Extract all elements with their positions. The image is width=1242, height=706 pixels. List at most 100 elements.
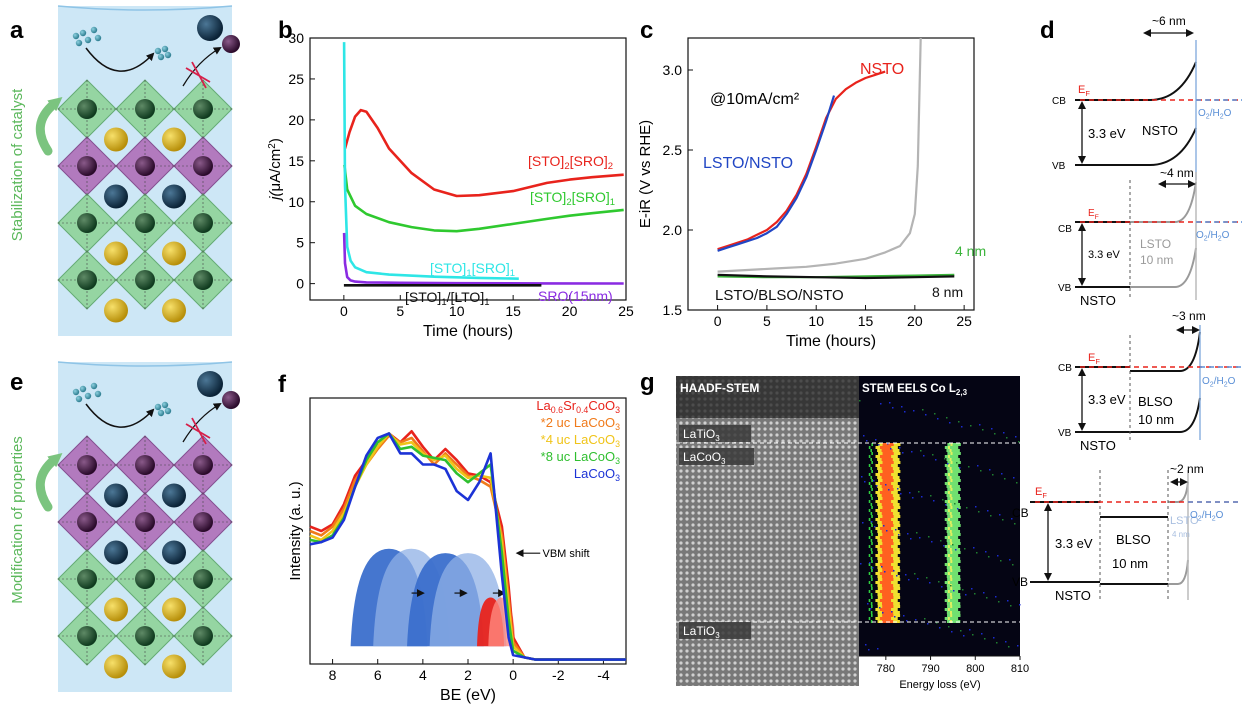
eels-band-l3-edge — [871, 443, 873, 446]
eels-noise — [953, 590, 955, 592]
eels-band-l3-core — [879, 554, 892, 557]
eels-band-l2 — [947, 533, 961, 536]
eels-band-l3-edge — [871, 569, 873, 572]
eels-noise — [986, 597, 988, 599]
eels-band-l2-core — [949, 521, 952, 524]
redox-label: O2/H2O — [1198, 108, 1232, 121]
eels-band-l2-core — [947, 446, 950, 449]
eels-band-l2 — [944, 545, 959, 548]
depletion-width: ~4 nm — [1160, 166, 1194, 180]
eels-noise — [877, 648, 879, 650]
chart-c: 0 5 10 15 20 25 1.5 2.0 2.5 3.0 c Time (hours) E-iR … — [637, 17, 986, 350]
eels-band-l3-core — [881, 458, 893, 461]
eels-noise — [976, 552, 978, 554]
eels-band-l2-core — [947, 563, 950, 566]
eels-band-l3-edge — [870, 557, 873, 560]
eels-noise — [960, 630, 962, 632]
eels-band-l3-edge — [868, 536, 871, 539]
eels-noise — [899, 447, 901, 449]
blocked-mark — [191, 417, 207, 445]
eels-band-l2-core — [949, 593, 952, 596]
eels-noise — [956, 462, 958, 464]
fermi-label: EF — [1035, 486, 1047, 500]
eels-band-l2-core — [950, 443, 953, 446]
eels-noise — [1016, 482, 1018, 484]
molecule-product — [157, 409, 165, 417]
redox-label: O2/H2O — [1202, 376, 1236, 389]
series-line — [342, 232, 624, 285]
eels-band-l3-edge — [868, 482, 871, 485]
eels-band-l2-core — [949, 485, 952, 488]
x-tick-label: -4 — [597, 667, 610, 683]
eels-noise — [968, 466, 970, 468]
eels-band-l2-core — [950, 461, 953, 464]
eels-band-l3-edge — [871, 479, 873, 482]
eels-noise — [873, 480, 875, 482]
y-axis-label: j(μA/cm2) — [267, 138, 284, 202]
molecule-reactant — [84, 36, 92, 44]
cb-label: CB — [1012, 506, 1029, 520]
x-tick-label: 10 — [808, 313, 824, 329]
legend-entry: LaCoO3 — [574, 466, 620, 483]
eels-band-l2-core — [947, 482, 950, 485]
series-line — [309, 432, 626, 661]
a-site-atom-yellow — [104, 597, 128, 622]
eels-band-l3-edge — [870, 539, 873, 542]
a-site-atom-yellow — [162, 241, 186, 266]
b-site-atom-green — [193, 626, 213, 646]
eels-band-l3-core — [881, 593, 894, 596]
eels-band-l2-core — [950, 596, 953, 599]
x-tick-label: 6 — [374, 667, 382, 683]
eels-band-l3-core — [879, 491, 892, 494]
eels-tick-label: 780 — [877, 663, 895, 675]
layer-lsto: LSTO — [1170, 515, 1199, 527]
eels-band-l3-core — [879, 563, 892, 566]
eels-noise — [958, 421, 960, 423]
y-tick-label: 0 — [296, 276, 304, 292]
eels-noise — [1018, 441, 1020, 443]
panel-c-letter: c — [640, 17, 653, 44]
eels-band-l2-core — [947, 572, 950, 575]
eels-noise — [920, 450, 922, 452]
eels-band-l2-core — [947, 473, 950, 476]
panel-b-letter: b — [278, 17, 293, 44]
layer-blso: BLSO — [1138, 394, 1173, 409]
x-tick-label: 8 — [329, 667, 337, 683]
molecule-reactant — [75, 395, 83, 403]
panel-e — [35, 361, 240, 692]
leaching-arrow — [182, 46, 222, 87]
a-site-atom-yellow — [162, 298, 186, 323]
eels-band-l3-core — [882, 461, 894, 464]
eels-noise — [922, 409, 924, 411]
eels-band-l3-edge — [868, 608, 871, 611]
eels-band-l2 — [947, 452, 961, 455]
panel-a-side-label: Stabilization of catalyst — [9, 88, 26, 241]
eels-band-l3-edge — [870, 584, 873, 587]
vb-bend — [1177, 559, 1189, 585]
b-site-atom-purple — [193, 512, 213, 532]
cb-bend — [1177, 481, 1189, 503]
eels-band-l3-edge — [870, 485, 873, 488]
eels-band-l3-edge — [868, 518, 871, 521]
a-site-atom-yellow — [104, 654, 128, 679]
gap-label: 3.3 eV — [1088, 392, 1126, 407]
eels-band-l3-core — [882, 551, 894, 554]
eels-noise — [929, 582, 931, 584]
legend-entry: *2 uc LaCoO3 — [541, 415, 620, 432]
orbital-shapes — [350, 548, 516, 647]
y-tick-label: 1.5 — [663, 302, 683, 318]
series-line — [343, 164, 624, 233]
series-label: 8 nm — [932, 284, 963, 300]
eels-noise — [930, 495, 932, 497]
eels-noise — [924, 618, 926, 620]
eels-band-l3-edge — [868, 455, 871, 458]
x-tick-label: 15 — [505, 303, 521, 319]
panel-a-letter: a — [10, 17, 24, 44]
eels-noise — [931, 541, 933, 543]
eels-band-l3-edge — [868, 581, 871, 584]
eels-noise — [935, 459, 937, 461]
a-site-atom-blue — [162, 483, 186, 508]
eels-band-l3-edge — [868, 572, 871, 575]
eels-noise — [939, 627, 941, 629]
eels-band-l2-core — [950, 452, 953, 455]
